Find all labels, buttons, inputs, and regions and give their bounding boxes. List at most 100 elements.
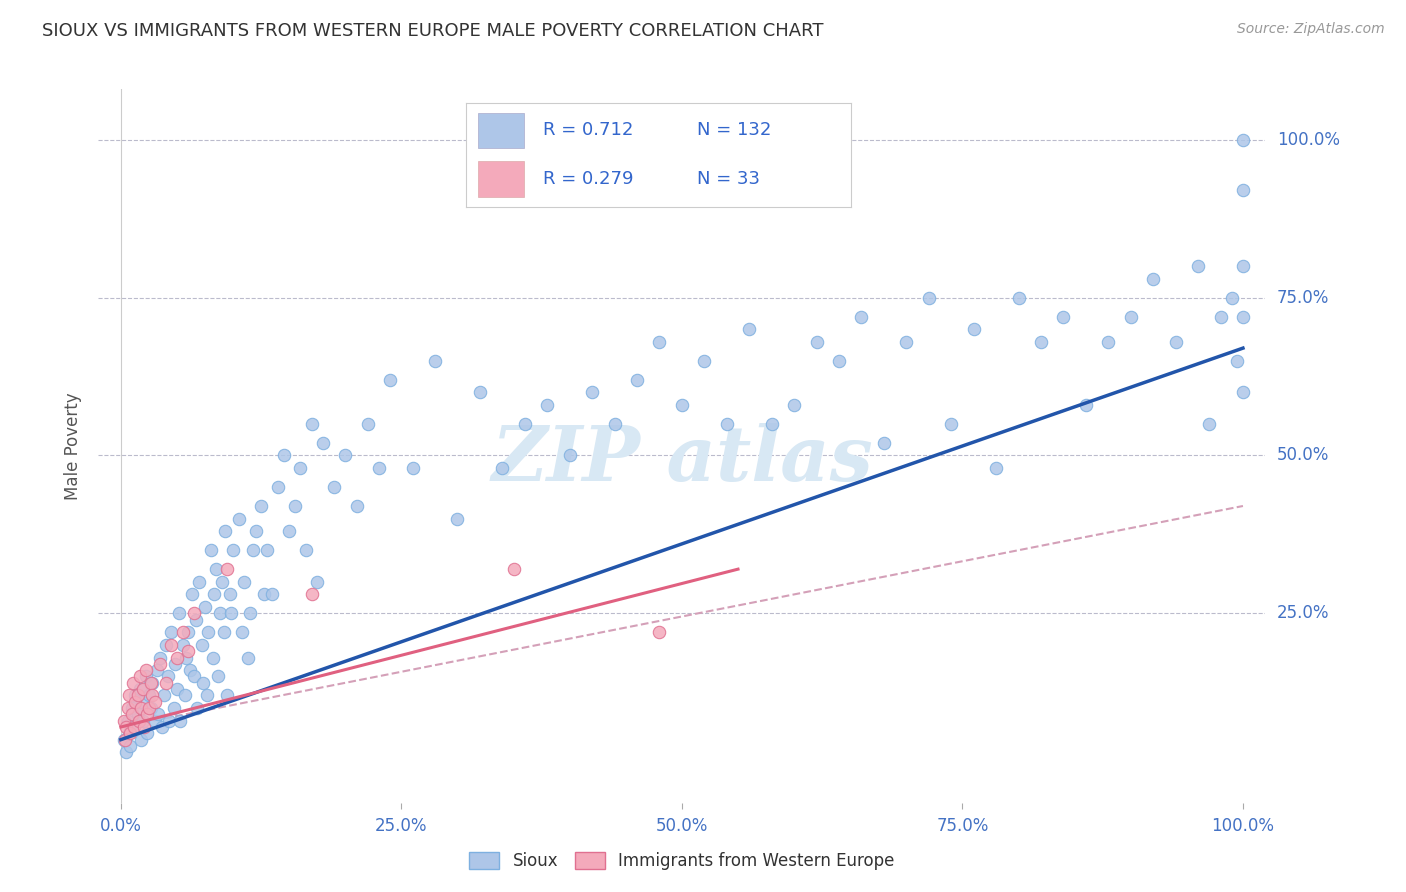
- Point: [166, 682, 188, 697]
- Point: [693, 353, 716, 368]
- Point: [761, 417, 783, 431]
- Point: [301, 587, 323, 601]
- Point: [378, 373, 402, 387]
- Point: [191, 675, 214, 690]
- Point: [129, 669, 152, 683]
- Point: [186, 701, 208, 715]
- Point: [1198, 417, 1220, 431]
- Point: [1029, 334, 1052, 349]
- Point: [1164, 334, 1187, 349]
- Point: [219, 607, 242, 621]
- Point: [236, 650, 259, 665]
- Point: [143, 695, 166, 709]
- Point: [184, 613, 207, 627]
- Point: [231, 625, 253, 640]
- Point: [335, 449, 357, 463]
- Point: [124, 695, 146, 709]
- Point: [446, 511, 468, 525]
- Point: [873, 435, 896, 450]
- Point: [172, 625, 194, 640]
- Text: 25.0%: 25.0%: [1277, 605, 1330, 623]
- Point: [166, 650, 188, 665]
- Point: [200, 543, 222, 558]
- Point: [312, 435, 335, 450]
- Point: [828, 353, 851, 368]
- Point: [1097, 334, 1119, 349]
- Point: [671, 398, 693, 412]
- Point: [197, 625, 219, 640]
- Point: [491, 461, 513, 475]
- Point: [155, 638, 177, 652]
- Point: [1232, 183, 1254, 197]
- Point: [129, 732, 152, 747]
- Point: [212, 625, 235, 640]
- Point: [180, 587, 202, 601]
- Point: [284, 499, 307, 513]
- Point: [228, 511, 250, 525]
- Point: [121, 707, 143, 722]
- Point: [1226, 353, 1249, 368]
- Point: [138, 701, 160, 715]
- Point: [152, 689, 174, 703]
- Point: [135, 707, 157, 722]
- Point: [253, 587, 276, 601]
- Point: [208, 607, 231, 621]
- Point: [138, 689, 160, 703]
- Point: [179, 663, 201, 677]
- Point: [129, 682, 152, 697]
- Point: [211, 574, 233, 589]
- Point: [155, 675, 177, 690]
- Point: [188, 574, 211, 589]
- Point: [468, 385, 491, 400]
- Point: [250, 499, 273, 513]
- Point: [167, 607, 190, 621]
- Point: [290, 461, 312, 475]
- Point: [357, 417, 380, 431]
- Point: [173, 689, 195, 703]
- Point: [177, 625, 200, 640]
- Point: [401, 461, 423, 475]
- Point: [648, 334, 671, 349]
- Point: [169, 714, 191, 728]
- Point: [149, 650, 172, 665]
- Point: [558, 449, 581, 463]
- Point: [626, 373, 648, 387]
- Point: [738, 322, 761, 336]
- Point: [1142, 271, 1164, 285]
- Point: [134, 720, 156, 734]
- Point: [239, 607, 262, 621]
- Legend: Sioux, Immigrants from Western Europe: Sioux, Immigrants from Western Europe: [463, 845, 901, 877]
- Point: [122, 675, 145, 690]
- Point: [172, 638, 194, 652]
- Point: [150, 720, 173, 734]
- Point: [1220, 291, 1243, 305]
- Point: [368, 461, 391, 475]
- Point: [135, 669, 157, 683]
- Point: [273, 449, 295, 463]
- Point: [141, 675, 163, 690]
- Point: [205, 562, 228, 576]
- Point: [124, 689, 146, 703]
- Point: [851, 310, 873, 324]
- Point: [346, 499, 368, 513]
- Point: [132, 682, 155, 697]
- Point: [1232, 259, 1254, 273]
- Point: [114, 732, 136, 747]
- Point: [1232, 133, 1254, 147]
- Point: [513, 417, 536, 431]
- Point: [1119, 310, 1142, 324]
- Point: [1007, 291, 1029, 305]
- Point: [1232, 385, 1254, 400]
- Point: [962, 322, 984, 336]
- Point: [941, 417, 963, 431]
- Point: [256, 543, 278, 558]
- Point: [716, 417, 738, 431]
- Point: [1074, 398, 1097, 412]
- Point: [135, 663, 157, 677]
- Text: Source: ZipAtlas.com: Source: ZipAtlas.com: [1237, 22, 1385, 37]
- Point: [131, 695, 153, 709]
- Point: [301, 417, 323, 431]
- Point: [128, 714, 150, 728]
- Point: [127, 689, 149, 703]
- Point: [183, 669, 205, 683]
